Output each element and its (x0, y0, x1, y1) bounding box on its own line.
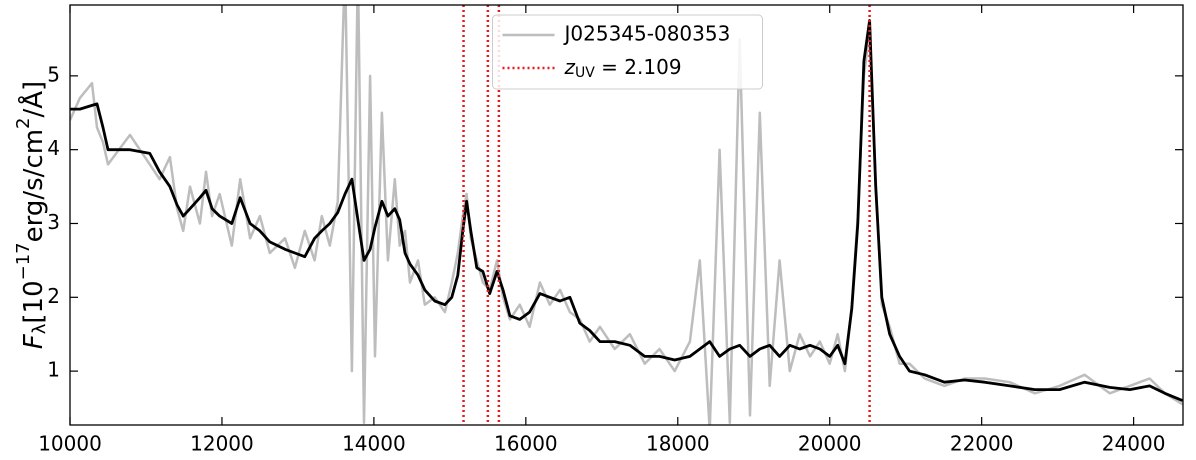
y-label-symbol: F (19, 333, 49, 349)
x-tick-label: 16000 (494, 432, 558, 456)
y-label-text: erg/s/cm (19, 129, 49, 242)
axes-frame (69, 4, 1184, 426)
y-label-superscript: −17 (13, 242, 34, 280)
y-tick-label: 2 (47, 284, 60, 308)
legend-label-text: = 2.109 (595, 55, 682, 79)
y-label-subscript: λ (29, 323, 50, 334)
x-tick-label: 10000 (38, 432, 102, 456)
legend-label-subscript: UV (575, 65, 595, 81)
legend-label: zUV = 2.109 (564, 55, 682, 82)
x-tick-label: 24000 (1102, 432, 1166, 456)
legend: J025345-080353 zUV = 2.109 (492, 14, 763, 90)
y-axis-label: Fλ[10−17erg/s/cm2/Å] (13, 81, 50, 349)
x-tick-label: 12000 (190, 432, 254, 456)
y-label-text: [10 (19, 280, 49, 323)
legend-label: J025345-080353 (563, 22, 731, 46)
x-tick-label: 14000 (342, 432, 406, 456)
y-label-superscript: 2 (13, 117, 34, 128)
legend-box (492, 14, 763, 90)
y-label-text: /Å] (17, 81, 49, 118)
x-tick-label: 20000 (798, 432, 862, 456)
legend-label-symbol: z (564, 55, 576, 79)
y-tick-label: 3 (47, 210, 60, 234)
y-tick-label: 1 (47, 358, 60, 382)
y-tick-label: 4 (47, 136, 60, 160)
x-tick-label: 22000 (950, 432, 1014, 456)
y-tick-label: 5 (47, 62, 60, 86)
plot-area (70, 5, 1183, 425)
x-tick-label: 18000 (646, 432, 710, 456)
